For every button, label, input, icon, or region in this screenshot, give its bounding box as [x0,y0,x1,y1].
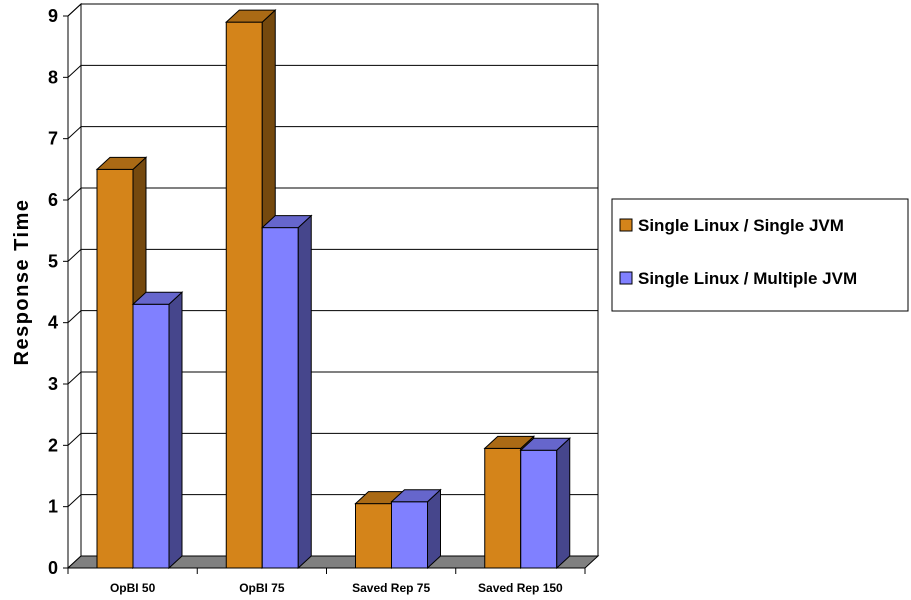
bar-front [132,303,170,569]
bar-top [519,437,572,451]
legend-swatch [619,271,633,285]
bar-front [391,501,428,569]
legend-label: Single Linux / Multiple JVM [638,269,857,288]
legend-swatch [619,218,633,232]
y-tick-label: 9 [48,6,58,26]
gridline-side [67,64,82,78]
bar [519,437,572,570]
y-tick-label: 4 [48,313,58,333]
legend-box [611,198,909,312]
bar-top [390,489,442,503]
legend-label: Single Linux / Single JVM [638,216,844,235]
bars-group [95,8,572,570]
y-tick-label: 2 [48,435,58,455]
gridline-side [67,371,82,385]
gridline-side [67,3,82,17]
bar-front [520,449,558,569]
bar [260,214,313,570]
gridline-side [67,494,82,508]
bar-top [95,156,148,170]
gridline-side [67,187,82,201]
x-category-label: OpBI 75 [239,581,285,595]
bar-side [168,291,183,570]
x-category-label: Saved Rep 75 [352,581,430,595]
y-tick-label: 8 [48,67,58,87]
x-category-label: OpBI 50 [110,581,156,595]
bar-top [131,291,184,305]
bar-side [427,488,441,570]
bar-top [483,435,536,449]
y-tick-label: 5 [48,251,58,271]
gridline-side [67,432,82,446]
bar-front [261,227,299,569]
x-category-label: Saved Rep 150 [478,581,563,595]
gridline-side [67,126,82,140]
axes-group: 0 1 2 3 4 5 6 7 8 9 OpBI 50 OpBI 75 Saved Rep 75 Save… [48,6,586,595]
bar-top [260,215,313,229]
side-wall [67,2,82,570]
bar-front [355,503,392,569]
legend: Single Linux / Single JVM Single Linux / … [611,198,909,312]
gridline-side [67,248,82,262]
bar [390,488,442,570]
bar-front [225,21,263,569]
bar-front [96,168,134,569]
y-tick-label: 6 [48,190,58,210]
bar [131,291,184,570]
bar-front [484,447,522,569]
bar-top [224,9,277,23]
y-axis-title: Response Time [11,199,33,366]
y-tick-label: 3 [48,374,58,394]
y-tick-label: 0 [48,558,58,578]
bar-side [297,214,312,570]
y-tick-label: 7 [48,129,58,149]
bar-side [556,437,571,570]
gridline-side [67,310,82,324]
y-tick-label: 1 [48,497,58,517]
